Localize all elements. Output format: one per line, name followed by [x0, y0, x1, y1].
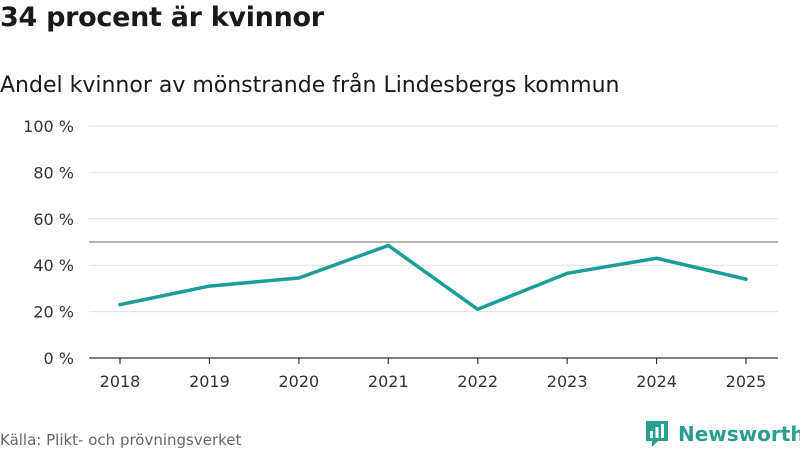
y-tick-label: 40 % — [33, 256, 74, 275]
x-tick-label: 2025 — [726, 372, 767, 391]
series-line — [118, 243, 748, 312]
y-tick-label: 0 % — [44, 349, 74, 368]
data-point — [297, 276, 301, 280]
y-tick-label: 60 % — [33, 210, 74, 229]
source-note: Källa: Plikt- och prövningsverket — [0, 431, 242, 449]
x-tick-label: 2023 — [547, 372, 588, 391]
data-point — [386, 243, 390, 248]
data-point — [654, 256, 659, 260]
y-tick-label: 20 % — [33, 303, 74, 322]
x-tick-label: 2021 — [368, 372, 409, 391]
brand-logo[interactable]: Newsworthy — [644, 418, 800, 450]
data-point — [207, 284, 212, 288]
y-tick-label: 80 % — [33, 163, 74, 182]
chart-title: 34 procent är kvinnor — [0, 2, 324, 33]
x-tick-label: 2018 — [100, 372, 141, 391]
data-point — [476, 307, 480, 311]
y-tick-label: 100 % — [23, 117, 74, 136]
x-tick-label: 2022 — [457, 372, 498, 391]
data-point — [744, 277, 748, 281]
x-tick-label: 2020 — [278, 372, 319, 391]
line-chart: 0 % 20 % 40 % 60 % 80 % 100 % 2018 2019 2020 202… — [23, 117, 778, 391]
x-tick-label: 2019 — [189, 372, 230, 391]
brand-name: Newsworthy — [678, 422, 800, 446]
data-point — [565, 271, 569, 275]
newsworthy-logo-icon — [646, 421, 668, 447]
data-point — [118, 303, 122, 307]
chart-subtitle: Andel kvinnor av mönstrande från Lindesb… — [0, 73, 620, 98]
x-tick-label: 2024 — [636, 372, 677, 391]
